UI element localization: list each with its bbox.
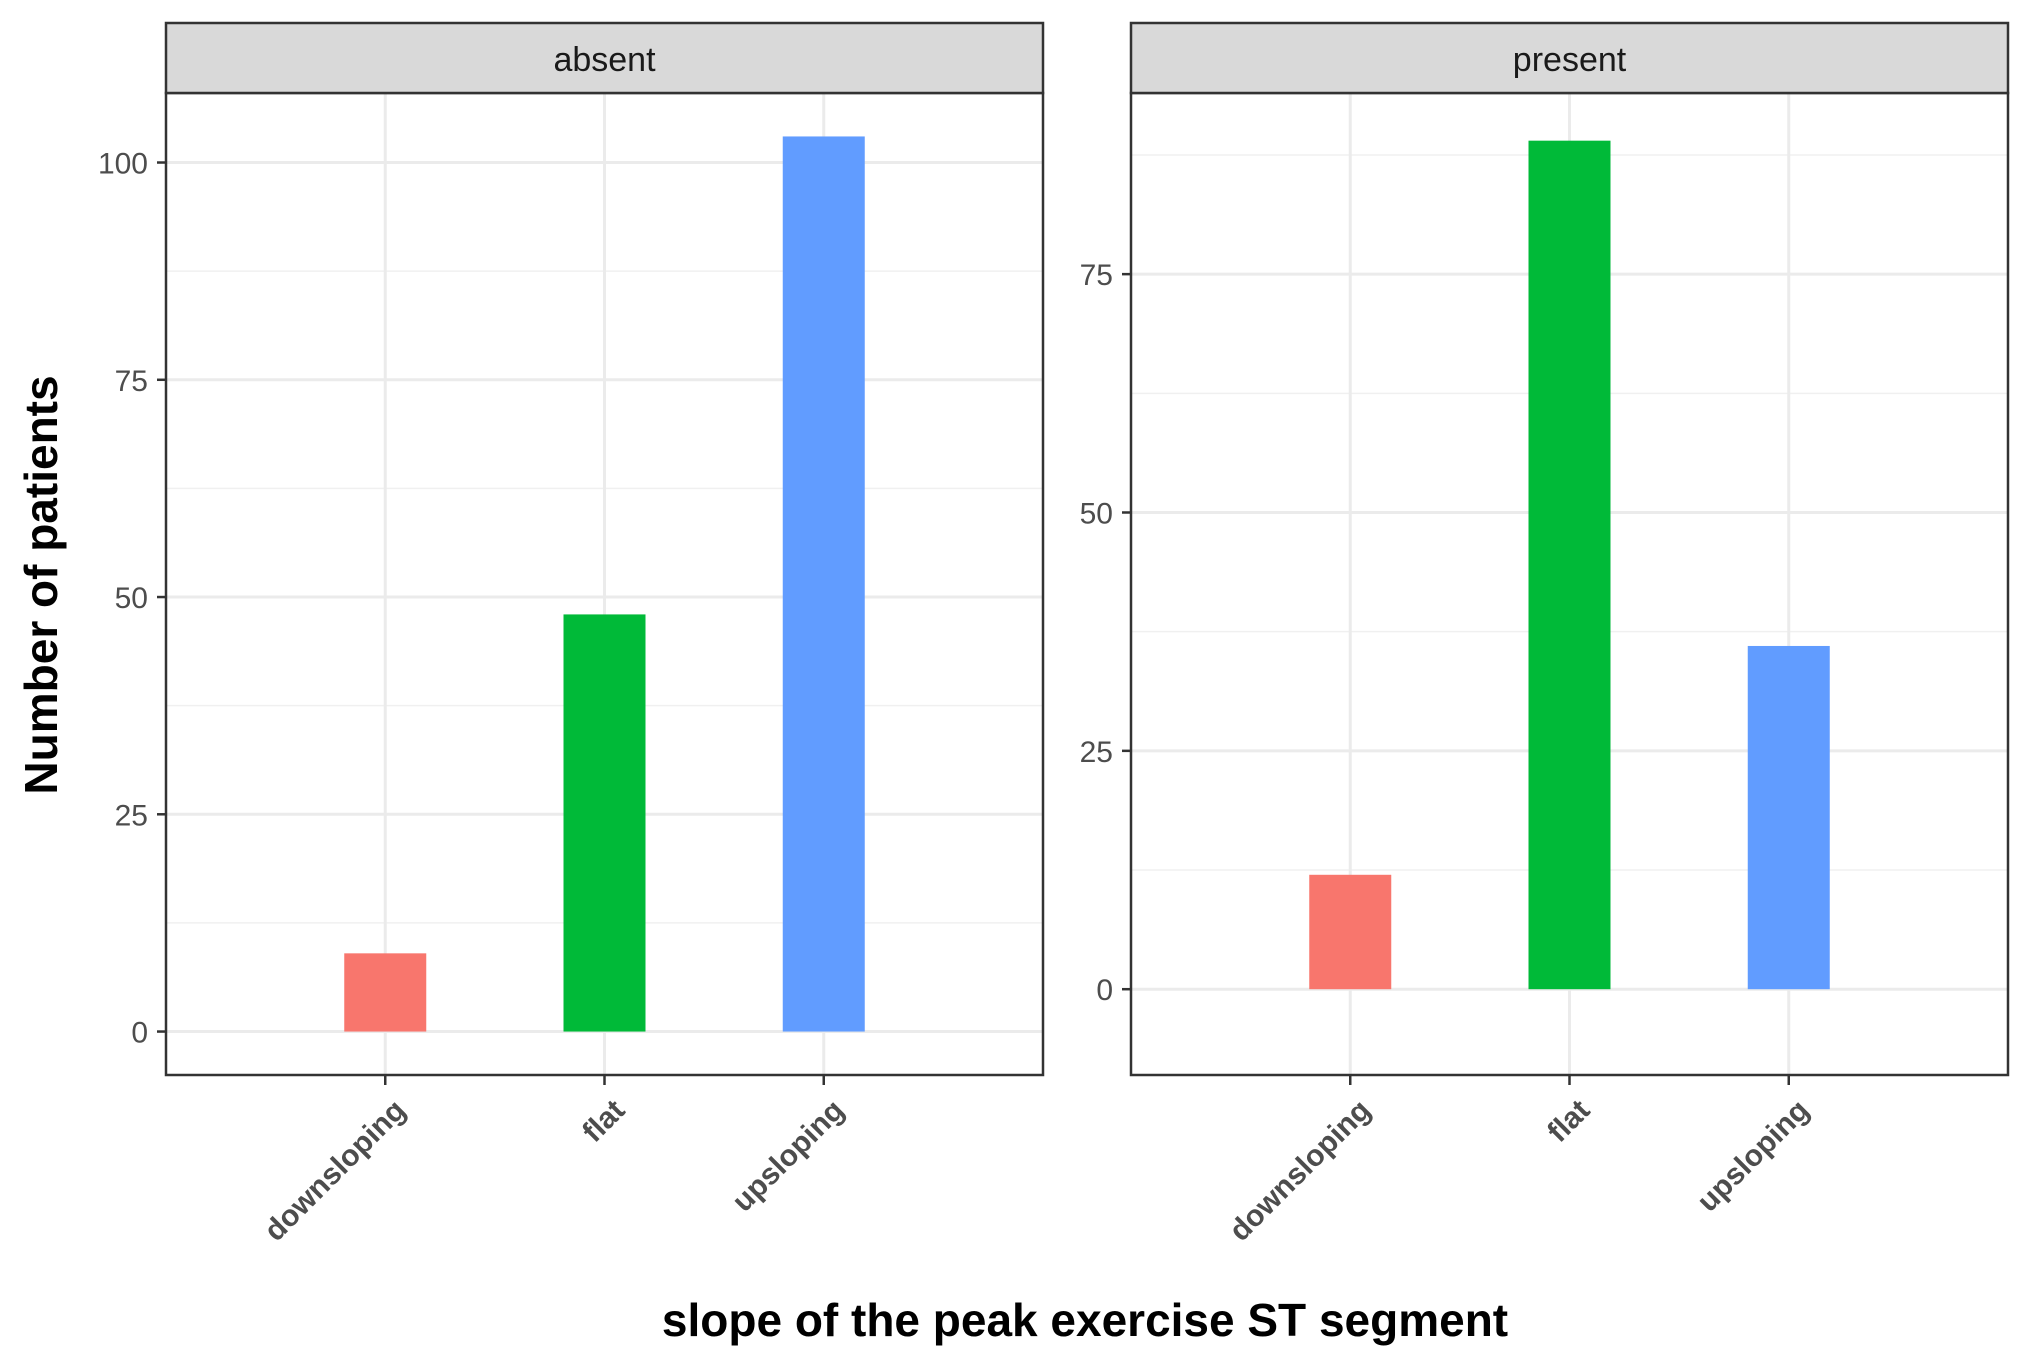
- y-tick-label: 50: [1080, 497, 1113, 530]
- y-axis-title: Number of patients: [15, 375, 67, 794]
- x-tick-label-upsloping: upsloping: [726, 1094, 851, 1219]
- x-tick-label-flat: flat: [1541, 1094, 1596, 1149]
- facet-strip-label: absent: [553, 41, 656, 79]
- y-tick-label: 0: [1096, 974, 1113, 1007]
- y-tick-label: 100: [98, 148, 148, 181]
- bar-absent-upsloping: [782, 136, 865, 1032]
- y-tick-label: 0: [131, 1017, 148, 1050]
- y-tick-label: 50: [115, 582, 148, 615]
- facet-panel-absent: absent 0 25 50 75 100 downsloping flat upsloping: [98, 21, 1045, 1248]
- facet-strip: [164, 21, 1045, 95]
- y-tick-label: 75: [1080, 259, 1113, 292]
- facet-strip-label: present: [1513, 41, 1627, 79]
- bar-present-downsloping: [1309, 874, 1392, 990]
- x-tick-label-upsloping: upsloping: [1691, 1094, 1816, 1219]
- x-tick-label-downsloping: downsloping: [258, 1094, 412, 1248]
- y-tick-label: 75: [115, 365, 148, 398]
- bar-absent-flat: [563, 614, 646, 1032]
- x-tick-label-flat: flat: [576, 1094, 631, 1149]
- facet-panel-present: present 0 25 50 75 downsloping flat upsloping: [1080, 21, 2010, 1248]
- bar-absent-downsloping: [344, 953, 427, 1032]
- y-tick-label: 25: [1080, 736, 1113, 769]
- x-axis-title: slope of the peak exercise ST segment: [662, 1294, 1508, 1346]
- x-tick-label-downsloping: downsloping: [1223, 1094, 1377, 1248]
- facet-strip: [1129, 21, 2010, 95]
- bar-present-flat: [1528, 140, 1611, 990]
- y-tick-label: 25: [115, 799, 148, 832]
- bar-present-upsloping: [1747, 645, 1830, 990]
